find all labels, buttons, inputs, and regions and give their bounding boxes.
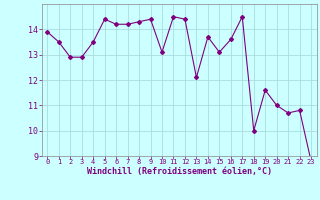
X-axis label: Windchill (Refroidissement éolien,°C): Windchill (Refroidissement éolien,°C) — [87, 167, 272, 176]
